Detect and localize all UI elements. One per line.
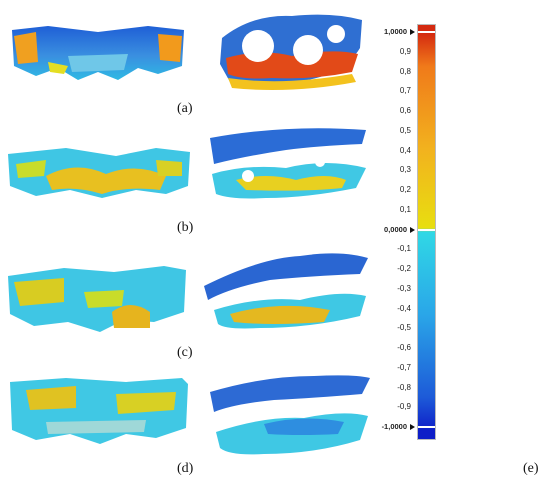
- scale-tick-label: -1,0000: [381, 422, 407, 431]
- panel-label-d: (d): [177, 461, 194, 476]
- scale-marker-line: [418, 31, 435, 33]
- scan-b-occlusal: [210, 128, 366, 199]
- scan-a-frontal: [12, 26, 184, 80]
- scale-marker-arrow: [410, 29, 415, 35]
- panel-label-e: (e): [523, 461, 539, 476]
- scale-tick-label: -0,9: [397, 402, 411, 412]
- scale-tick-label: -0,5: [397, 323, 411, 333]
- scale-tick-label: -0,8: [397, 382, 411, 392]
- scale-tick-label: -0,3: [397, 283, 411, 293]
- scale-tick-label: 0,2: [399, 185, 411, 194]
- scale-tick-label: 0,3: [399, 165, 411, 175]
- scan-c-occlusal: [204, 253, 368, 329]
- scale-tick-label: 0,0000: [384, 224, 407, 234]
- panel-label-a: (a): [177, 101, 193, 116]
- scale-marker-line: [418, 228, 435, 231]
- scale-tick-label: 0,6: [399, 106, 411, 115]
- scale-tick-label: -0,2: [397, 264, 411, 273]
- scale-tick-label: 0,1: [399, 204, 411, 214]
- scale-tick-label: 0,9: [399, 46, 411, 56]
- scale-tick-label: -0,4: [397, 303, 411, 313]
- panel-label-c: (c): [177, 345, 193, 360]
- scale-tick-label: 0,8: [399, 66, 411, 76]
- scale-tick-label: 0,4: [399, 145, 411, 155]
- scale-tick-label: -0,1: [397, 244, 411, 254]
- scale-tick-label: 0,7: [399, 86, 411, 96]
- scan-d-occlusal: [210, 375, 370, 455]
- scan-a-occlusal: [220, 14, 362, 90]
- scale-marker-arrow: [410, 226, 415, 233]
- scale-tick-label: 1,0000: [384, 27, 407, 36]
- scale-tick-label: -0,6: [397, 343, 411, 352]
- scale-tick-label: 0,5: [399, 125, 411, 135]
- scale-marker-arrow: [410, 424, 415, 430]
- color-scale-bar: [417, 24, 436, 440]
- scan-b-frontal: [8, 148, 190, 198]
- panel-label-b: (b): [177, 220, 194, 235]
- scale-marker-line: [418, 426, 435, 428]
- scan-d-frontal: [10, 378, 188, 444]
- scale-tick-label: -0,7: [397, 362, 411, 372]
- scan-c-frontal: [8, 266, 186, 332]
